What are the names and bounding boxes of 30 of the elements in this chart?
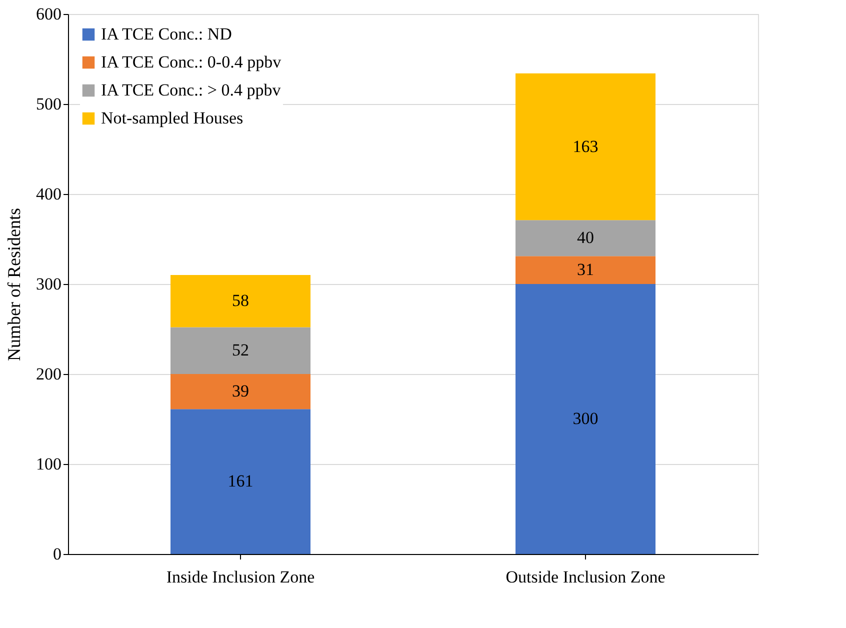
legend-label: Not-sampled Houses bbox=[101, 108, 244, 128]
y-tick-label: 300 bbox=[36, 274, 62, 294]
y-axis-title: Number of Residents bbox=[4, 208, 24, 361]
x-tick-label: Inside Inclusion Zone bbox=[166, 568, 315, 586]
data-label: 300 bbox=[572, 409, 598, 428]
bar bbox=[170, 409, 310, 554]
data-label: 58 bbox=[232, 291, 249, 310]
bar bbox=[516, 284, 656, 554]
y-tick-label: 400 bbox=[36, 184, 62, 204]
bar bbox=[516, 256, 656, 284]
data-label: 52 bbox=[232, 340, 249, 360]
data-label: 40 bbox=[577, 228, 594, 248]
legend-label: IA TCE Conc.: ND bbox=[101, 24, 232, 44]
bar bbox=[170, 374, 310, 410]
x-tick-label: Outside Inclusion Zone bbox=[506, 568, 666, 586]
legend-label: IA TCE Conc.: 0-0.4 ppbv bbox=[101, 52, 282, 72]
y-tick-label: 500 bbox=[36, 94, 62, 114]
data-label: 31 bbox=[577, 260, 594, 280]
legend-label: IA TCE Conc.: > 0.4 ppbv bbox=[101, 80, 282, 100]
data-label: 161 bbox=[228, 472, 254, 491]
data-label: 39 bbox=[232, 382, 249, 401]
data-label: 163 bbox=[572, 136, 598, 156]
bar bbox=[516, 220, 656, 256]
y-tick-label: 600 bbox=[36, 4, 62, 24]
bar bbox=[170, 327, 310, 374]
bar bbox=[516, 73, 656, 220]
y-tick-label: 0 bbox=[53, 544, 62, 564]
bar bbox=[170, 275, 310, 328]
y-tick-label: 200 bbox=[36, 364, 62, 384]
y-tick-label: 100 bbox=[36, 454, 62, 474]
